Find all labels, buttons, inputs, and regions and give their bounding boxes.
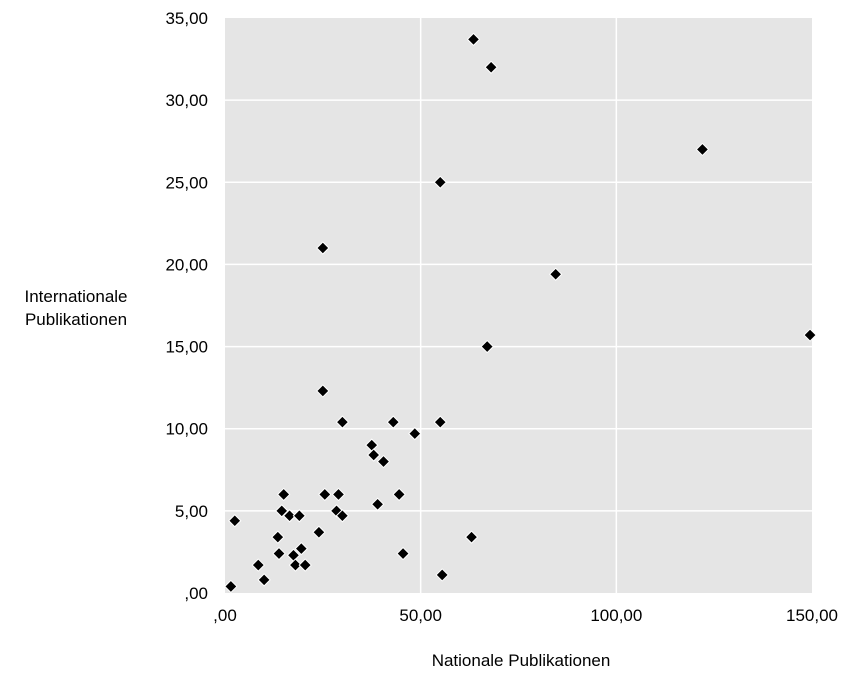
x-tick-label: ,00 (213, 606, 237, 625)
y-tick-label: 10,00 (165, 420, 208, 439)
data-point (282, 509, 297, 523)
data-point (228, 514, 242, 528)
data-point (275, 504, 289, 518)
data-point (272, 546, 286, 561)
y-tick-label: 20,00 (165, 255, 208, 274)
data-point (288, 558, 303, 572)
y-tick-label: 25,00 (165, 173, 208, 192)
data-point (335, 415, 350, 429)
data-point (276, 487, 291, 502)
data-point (366, 448, 381, 462)
data-point (484, 60, 498, 74)
y-tick-label: 5,00 (175, 502, 208, 521)
data-point (298, 558, 312, 572)
y-axis-title-line-2: Publikationen (25, 310, 127, 329)
data-point (224, 579, 238, 594)
data-point (376, 454, 391, 469)
data-point (480, 339, 494, 354)
data-point (433, 175, 447, 189)
data-points (224, 32, 817, 594)
data-point (312, 525, 326, 539)
y-axis-ticks: ,00 5,00 10,00 15,00 20,00 25,00 30,00 35,00 (165, 9, 208, 603)
x-axis-ticks: ,00 50,00 100,00 150,00 (213, 606, 838, 625)
data-point (316, 384, 330, 398)
data-point (548, 267, 563, 281)
x-tick-label: 100,00 (590, 606, 642, 625)
data-point (271, 530, 285, 544)
plot-area (225, 18, 812, 593)
data-point (370, 497, 385, 511)
data-point (331, 487, 346, 502)
y-tick-label: 30,00 (165, 91, 208, 110)
x-tick-label: 150,00 (786, 606, 838, 625)
data-point (466, 32, 481, 47)
data-point (396, 546, 410, 561)
data-point (335, 509, 350, 523)
data-point (318, 487, 332, 502)
data-point (435, 568, 449, 582)
y-axis-title-line-1: Internationale (24, 287, 127, 306)
x-axis-title: Nationale Publikationen (432, 651, 611, 670)
data-point (695, 142, 710, 157)
data-point (316, 241, 330, 255)
y-tick-label: 15,00 (165, 338, 208, 357)
y-tick-label: ,00 (184, 584, 208, 603)
data-point (251, 558, 265, 572)
data-point (392, 487, 406, 502)
gridlines (225, 18, 812, 593)
data-point (433, 415, 447, 429)
data-point (294, 541, 309, 556)
data-point (257, 573, 271, 587)
x-tick-label: 50,00 (399, 606, 442, 625)
data-point (803, 328, 817, 342)
data-point (408, 426, 422, 441)
data-point (292, 509, 307, 523)
data-point (464, 530, 479, 544)
data-point (386, 415, 400, 429)
y-tick-label: 35,00 (165, 9, 208, 28)
